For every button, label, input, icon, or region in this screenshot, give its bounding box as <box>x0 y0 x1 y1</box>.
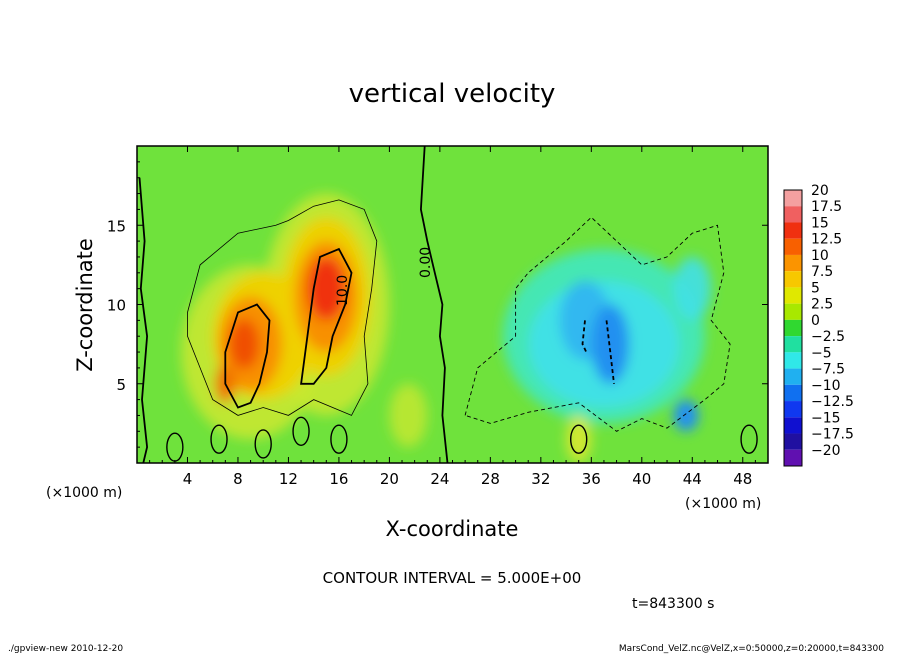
colorbar-label: −5 <box>811 345 832 361</box>
colorbar-label: −15 <box>811 410 841 426</box>
colorbar-swatch <box>784 352 802 369</box>
x-unit-left: (×1000 m) <box>46 485 122 501</box>
colorbar-swatch <box>784 319 802 337</box>
x-tick-label: 8 <box>233 470 243 488</box>
x-axis-ticks: 4 8 12 16 20 24 28 32 36 40 44 48 <box>149 146 756 488</box>
contour-interval: CONTOUR INTERVAL = 5.000E+00 <box>323 569 582 587</box>
x-tick-label: 44 <box>683 470 702 488</box>
field-blobs <box>181 193 712 463</box>
footer-right: MarsCond_VelZ.nc@VelZ,x=0:50000,z=0:2000… <box>619 644 884 654</box>
colorbar-swatch <box>784 206 802 223</box>
x-axis-label: X-coordinate <box>386 517 519 541</box>
contour-neg-five <box>464 216 731 432</box>
colorbar-label: 10 <box>811 248 829 264</box>
time-stamp: t=843300 s <box>632 596 714 612</box>
field-blob <box>673 399 699 432</box>
x-tick-label: 32 <box>531 470 550 488</box>
contour-ten-a <box>224 303 271 409</box>
contour-neg-ten-a <box>581 320 588 353</box>
x-tick-label: 28 <box>481 470 500 488</box>
colorbar: 2017.51512.5107.552.50−2.5−5−7.5−10−12.5… <box>783 183 854 467</box>
colorbar-label: 2.5 <box>811 297 833 313</box>
contour-ten-b <box>300 247 353 385</box>
x-tick-label: 4 <box>183 470 193 488</box>
colorbar-label: 20 <box>811 183 829 199</box>
field-blob <box>673 256 712 321</box>
y-tick-label: 5 <box>116 376 126 394</box>
x-tick-label: 40 <box>632 470 651 488</box>
contour-label-ten: 10.0 <box>335 275 351 306</box>
x-tick-label: 12 <box>279 470 298 488</box>
contour-zero-left <box>138 177 149 463</box>
colorbar-swatch <box>784 336 802 353</box>
colorbar-label: 17.5 <box>811 199 842 215</box>
contour-five <box>187 199 378 416</box>
field-blob <box>389 383 428 448</box>
colorbar-label: −2.5 <box>811 329 845 345</box>
colorbar-label: 15 <box>811 215 829 231</box>
contour-bump <box>330 424 348 454</box>
contour-bump <box>740 424 758 454</box>
colorbar-swatch <box>784 238 802 255</box>
colorbar-swatch <box>784 449 802 466</box>
contour-neg-ten-b <box>605 320 615 384</box>
x-tick-label: 24 <box>430 470 449 488</box>
colorbar-frame <box>783 189 803 467</box>
colorbar-swatch <box>784 433 802 450</box>
colorbar-label: 12.5 <box>811 232 842 248</box>
colorbar-swatch <box>784 401 802 418</box>
y-tick-label: 10 <box>107 297 126 315</box>
chart-title: vertical velocity <box>349 79 556 109</box>
colorbar-label: −20 <box>811 443 841 459</box>
contour-bump <box>210 424 228 454</box>
x-tick-label: 36 <box>582 470 601 488</box>
colorbar-label: 5 <box>811 280 820 296</box>
colorbar-swatch <box>784 287 802 304</box>
colorbar-swatch <box>784 271 802 288</box>
colorbar-swatch <box>784 254 802 272</box>
field-blob <box>566 415 592 463</box>
field-blob <box>229 318 260 370</box>
colorbar-swatch <box>784 368 802 385</box>
colorbar-label: 7.5 <box>811 264 833 280</box>
x-tick-label: 20 <box>380 470 399 488</box>
colorbar-swatch <box>784 384 802 402</box>
contour-label-zero: 0.00 <box>418 247 434 278</box>
contour-lines <box>138 146 758 463</box>
y-tick-label: 15 <box>107 217 126 235</box>
contour-zero <box>419 146 449 463</box>
y-axis-ticks: 5 10 15 <box>107 161 768 448</box>
contour-bump <box>292 416 310 446</box>
colorbar-label: −17.5 <box>811 427 854 443</box>
colorbar-label: −12.5 <box>811 394 854 410</box>
colorbar-label: −7.5 <box>811 362 845 378</box>
y-axis-label: Z-coordinate <box>73 238 97 372</box>
colorbar-swatch <box>784 222 802 239</box>
x-unit-right: (×1000 m) <box>685 496 761 512</box>
colorbar-swatch <box>784 303 802 320</box>
plot-area <box>137 146 768 463</box>
colorbar-label: −10 <box>811 378 841 394</box>
contour-bump <box>570 424 588 454</box>
colorbar-swatch <box>784 417 802 434</box>
footer-left: ./gpview-new 2010-12-20 <box>8 644 123 654</box>
contour-bump <box>254 429 272 459</box>
colorbar-label: 0 <box>811 313 820 329</box>
colorbar-swatch <box>784 190 802 207</box>
x-tick-label: 48 <box>733 470 752 488</box>
x-tick-label: 16 <box>329 470 348 488</box>
